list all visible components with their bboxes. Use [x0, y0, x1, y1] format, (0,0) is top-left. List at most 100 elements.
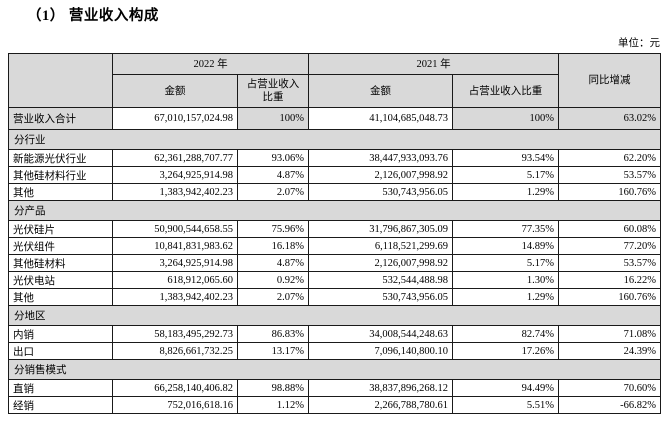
amount-2022: 62,361,288,707.77 — [112, 149, 238, 167]
yoy-change: 53.57% — [558, 166, 661, 184]
data-row: 经销 752,016,618.16 1.12% 2,266,788,780.61 5.5… — [8, 396, 661, 414]
row-label: 新能源光伏行业 — [8, 149, 113, 167]
header-row-years: 2022 年 2021 年 同比增减 — [8, 53, 661, 108]
header-ratio-2021: 占营业收入比重 — [452, 74, 559, 108]
data-row: 其他硅材料 3,264,925,914.98 4.87% 2,126,007,998.… — [8, 254, 661, 272]
section-header-row: 分产品 — [8, 200, 661, 221]
amount-2021: 2,126,007,998.92 — [308, 166, 453, 184]
ratio-2021: 5.17% — [452, 166, 559, 184]
amount-2022: 10,841,831,983.62 — [112, 237, 238, 255]
amount-2022: 1,383,942,402.23 — [112, 183, 238, 201]
yoy-change: 60.08% — [558, 220, 661, 238]
yoy-change: 70.60% — [558, 379, 661, 397]
header-yoy-change: 同比增减 — [558, 53, 661, 108]
unit-label: 单位：元 — [618, 38, 660, 49]
amount-2022: 67,010,157,024.98 — [112, 107, 238, 130]
ratio-2021: 100% — [452, 107, 559, 130]
ratio-2021: 82.74% — [452, 325, 559, 343]
row-label: 营业收入合计 — [8, 107, 113, 130]
section-header-row: 分销售模式 — [8, 359, 661, 380]
row-label: 其他 — [8, 183, 113, 201]
table-body: 营业收入合计 67,010,157,024.98 100% 41,104,685… — [8, 107, 661, 414]
data-row: 新能源光伏行业 62,361,288,707.77 93.06% 38,447,933… — [8, 149, 661, 167]
ratio-2022: 1.12% — [237, 396, 309, 414]
total-revenue-row: 营业收入合计 67,010,157,024.98 100% 41,104,685… — [8, 107, 661, 130]
ratio-2021: 93.54% — [452, 149, 559, 167]
ratio-2022: 0.92% — [237, 271, 309, 289]
data-row: 光伏组件 10,841,831,983.62 16.18% 6,118,521,299… — [8, 237, 661, 255]
section-label: 分销售模式 — [8, 359, 661, 380]
data-row: 其他 1,383,942,402.23 2.07% 530,743,956.05 1.2… — [8, 288, 661, 306]
ratio-2021: 1.29% — [452, 288, 559, 306]
row-label: 光伏组件 — [8, 237, 113, 255]
amount-2022: 3,264,925,914.98 — [112, 166, 238, 184]
row-label: 其他 — [8, 288, 113, 306]
yoy-change: 62.20% — [558, 149, 661, 167]
ratio-2022: 86.83% — [237, 325, 309, 343]
header-year-2022: 2022 年 — [112, 53, 309, 75]
amount-2022: 8,826,661,732.25 — [112, 342, 238, 360]
ratio-2021: 94.49% — [452, 379, 559, 397]
yoy-change: 16.22% — [558, 271, 661, 289]
amount-2021: 38,837,896,268.12 — [308, 379, 453, 397]
row-label: 其他硅材料 — [8, 254, 113, 272]
section-header-row: 分地区 — [8, 305, 661, 326]
amount-2021: 2,126,007,998.92 — [308, 254, 453, 272]
amount-2021: 38,447,933,093.76 — [308, 149, 453, 167]
amount-2022: 1,383,942,402.23 — [112, 288, 238, 306]
header-year-2021: 2021 年 — [308, 53, 559, 75]
yoy-change: 71.08% — [558, 325, 661, 343]
row-label: 出口 — [8, 342, 113, 360]
header-row-measures: 金额 占营业收入比重 金额 占营业收入比重 — [9, 74, 661, 108]
ratio-2021: 77.35% — [452, 220, 559, 238]
ratio-2022: 100% — [237, 107, 309, 130]
amount-2021: 6,118,521,299.69 — [308, 237, 453, 255]
header-amount-2021: 金额 — [308, 74, 453, 108]
amount-2022: 3,264,925,914.98 — [112, 254, 238, 272]
report-page: （1） 营业收入构成 单位：元 2022 年 2021 年 同比增减 金额 占营… — [0, 7, 667, 425]
yoy-change: 77.20% — [558, 237, 661, 255]
revenue-composition-table: 2022 年 2021 年 同比增减 金额 占营业收入比重 金额 占营业收入比重… — [8, 53, 661, 414]
section-label: 分地区 — [8, 305, 661, 326]
row-label: 内销 — [8, 325, 113, 343]
data-row: 内销 58,183,495,292.73 86.83% 34,008,544,248.… — [8, 325, 661, 343]
ratio-2022: 98.88% — [237, 379, 309, 397]
header-blank-cell — [8, 53, 113, 108]
ratio-2022: 16.18% — [237, 237, 309, 255]
ratio-2022: 75.96% — [237, 220, 309, 238]
data-row: 出口 8,826,661,732.25 13.17% 7,096,140,800.10… — [8, 342, 661, 360]
amount-2022: 58,183,495,292.73 — [112, 325, 238, 343]
ratio-2022: 13.17% — [237, 342, 309, 360]
yoy-change: 24.39% — [558, 342, 661, 360]
amount-2021: 41,104,685,048.73 — [308, 107, 453, 130]
row-label: 光伏电站 — [8, 271, 113, 289]
yoy-change: 53.57% — [558, 254, 661, 272]
yoy-change: 160.76% — [558, 183, 661, 201]
amount-2022: 66,258,140,406.82 — [112, 379, 238, 397]
yoy-change: 63.02% — [558, 107, 661, 130]
ratio-2022: 2.07% — [237, 288, 309, 306]
amount-2021: 530,743,956.05 — [308, 288, 453, 306]
amount-2021: 31,796,867,305.09 — [308, 220, 453, 238]
section-header-row: 分行业 — [8, 129, 661, 150]
ratio-2022: 4.87% — [237, 254, 309, 272]
yoy-change: 160.76% — [558, 288, 661, 306]
ratio-2021: 5.51% — [452, 396, 559, 414]
row-label: 经销 — [8, 396, 113, 414]
ratio-2021: 5.17% — [452, 254, 559, 272]
page-title: （1） 营业收入构成 — [27, 8, 159, 24]
amount-2021: 7,096,140,800.10 — [308, 342, 453, 360]
row-label: 直销 — [8, 379, 113, 397]
amount-2021: 2,266,788,780.61 — [308, 396, 453, 414]
ratio-2022: 2.07% — [237, 183, 309, 201]
data-row: 其他 1,383,942,402.23 2.07% 530,743,956.05 1.2… — [8, 183, 661, 201]
amount-2022: 50,900,544,658.55 — [112, 220, 238, 238]
ratio-2021: 1.29% — [452, 183, 559, 201]
data-row: 其他硅材料行业 3,264,925,914.98 4.87% 2,126,007,99… — [8, 166, 661, 184]
data-row: 光伏电站 618,912,065.60 0.92% 532,544,488.98 1.3… — [8, 271, 661, 289]
section-label: 分产品 — [8, 200, 661, 221]
section-label: 分行业 — [8, 129, 661, 150]
row-label: 光伏硅片 — [8, 220, 113, 238]
ratio-2021: 14.89% — [452, 237, 559, 255]
data-row: 直销 66,258,140,406.82 98.88% 38,837,896,268.… — [8, 379, 661, 397]
